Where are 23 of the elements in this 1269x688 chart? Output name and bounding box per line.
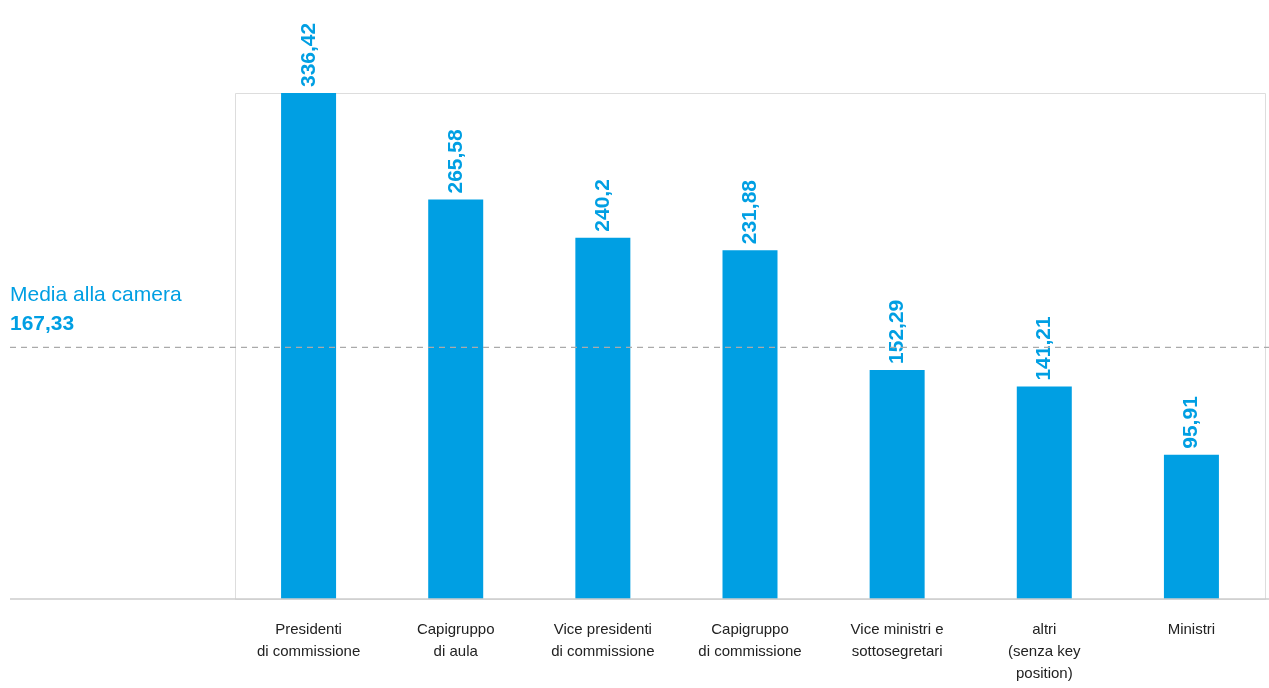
bar: [428, 199, 484, 599]
x-tick-label: Vice ministri e sottosegretari: [850, 619, 944, 659]
bar: [722, 250, 778, 599]
x-tick-label: Capigruppo di commissione: [698, 619, 802, 659]
bar: [1016, 386, 1072, 599]
x-tick-label: Vice presidenti di commissione: [551, 619, 655, 659]
data-label: 231,88: [737, 179, 760, 245]
x-tick-label: altri (senza key position): [1008, 619, 1082, 681]
x-tick-label: Capigruppo di aula: [416, 619, 495, 659]
x-tick-label: Ministri: [1167, 619, 1216, 637]
data-label: 141,21: [1031, 316, 1055, 381]
x-tick-label: Presidenti di commissione: [256, 619, 361, 659]
bar: [1163, 454, 1219, 599]
data-label: 95,91: [1178, 395, 1202, 449]
bar: [869, 369, 925, 599]
data-label: 336,42: [295, 22, 319, 87]
annotation: 167,33: [10, 311, 75, 335]
bar: [575, 237, 631, 599]
data-label: 240,2: [589, 179, 613, 232]
bar: [281, 93, 337, 599]
data-label: 265,58: [442, 129, 466, 194]
data-label: 152,29: [884, 299, 908, 364]
ref-line-label: Media alla camera: [10, 282, 182, 306]
